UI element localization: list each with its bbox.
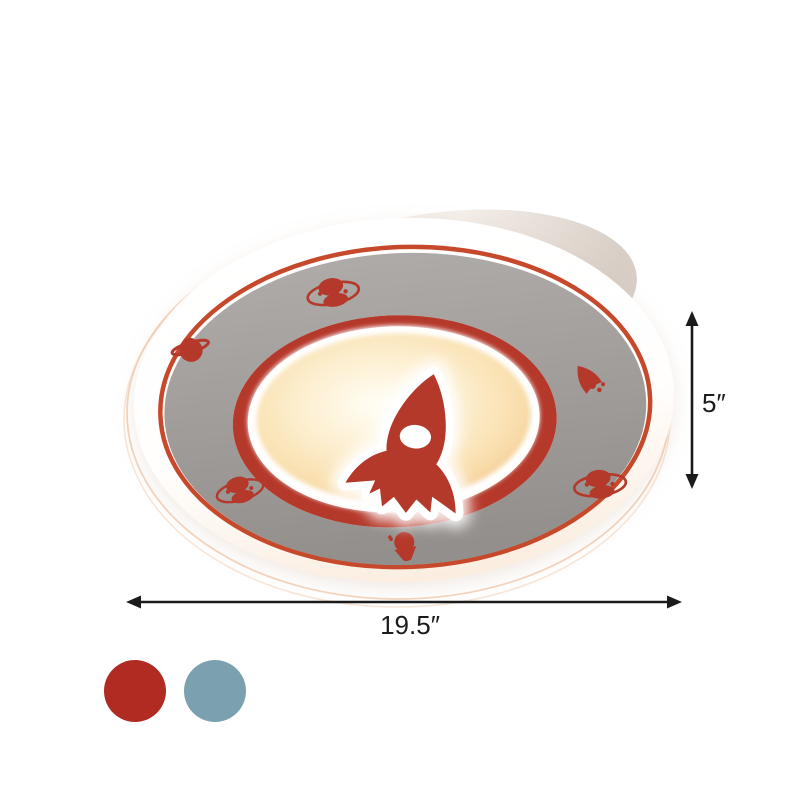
ringed-planet-icon [388,532,417,562]
height-label: 5″ [702,388,726,418]
arrow-right-icon [667,595,682,609]
color-swatches [104,660,246,722]
color-swatch-red[interactable] [104,660,166,722]
gray-band [164,252,647,566]
saturn-planet-icon [170,337,210,362]
arrow-up-icon [685,311,699,326]
rocket-window [399,424,432,449]
height-dimension: 5″ [685,311,726,489]
rocket-center-icon [342,359,489,525]
color-swatch-blue[interactable] [184,660,246,722]
width-label: 19.5″ [380,610,440,640]
width-dimension: 19.5″ [126,595,682,640]
lamp-disc [134,217,674,583]
arrow-down-icon [685,474,699,489]
mini-rocket-icon [569,360,606,395]
arrow-left-icon [126,595,141,609]
outer-red-ring [158,244,653,570]
